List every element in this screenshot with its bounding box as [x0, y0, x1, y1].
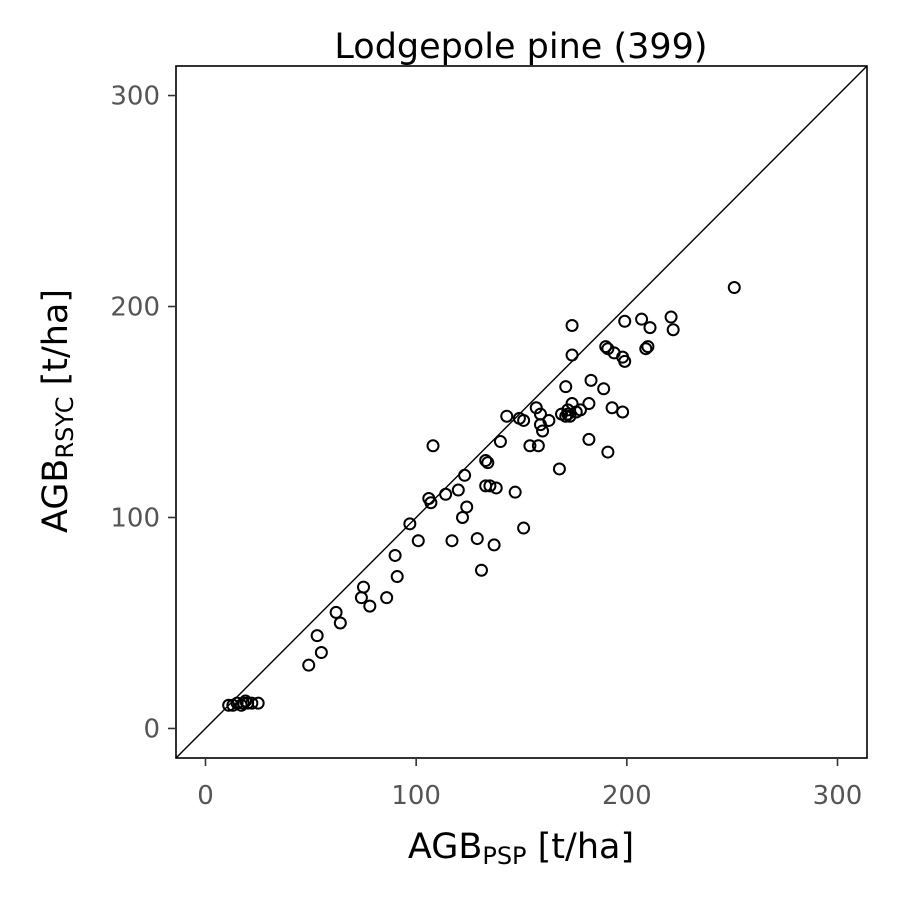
data-point: [618, 314, 632, 328]
data-point: [639, 342, 653, 356]
y-tick-label: 200: [110, 293, 160, 323]
data-point: [635, 312, 649, 326]
data-point: [493, 435, 507, 449]
y-tick-label: 300: [110, 82, 160, 112]
data-point: [531, 439, 545, 453]
chart-title: Lodgepole pine (399): [334, 27, 707, 67]
identity-line: [175, 65, 868, 759]
data-point: [597, 382, 611, 396]
data-point: [390, 570, 404, 584]
data-point: [582, 397, 596, 411]
data-point: [236, 696, 250, 710]
data-point: [314, 646, 328, 660]
data-point: [239, 694, 253, 708]
data-point: [479, 454, 493, 468]
data-point: [508, 485, 522, 499]
x-tick-label: 0: [197, 781, 214, 811]
data-point: [573, 403, 587, 417]
data-point: [380, 591, 394, 605]
data-point: [605, 401, 619, 415]
data-point: [533, 407, 547, 421]
data-point: [584, 373, 598, 387]
data-point: [727, 281, 741, 295]
data-point: [599, 340, 613, 354]
y-axis-label: AGBRSYC [t/ha]: [36, 289, 79, 533]
data-point: [666, 323, 680, 337]
axis-ticks: 0 100 200 300 0 100 200 300: [110, 82, 862, 811]
data-point: [481, 456, 495, 470]
data-point: [363, 599, 377, 613]
data-point: [582, 432, 596, 446]
y-tick-label: 100: [110, 503, 160, 533]
data-point: [536, 424, 550, 438]
data-point: [439, 487, 453, 501]
data-point: [500, 409, 514, 423]
data-point: [458, 468, 472, 482]
data-point: [559, 380, 573, 394]
data-point: [487, 538, 501, 552]
data-point: [601, 445, 615, 459]
data-point: [489, 481, 503, 495]
data-point: [664, 310, 678, 324]
data-point: [523, 439, 537, 453]
data-point: [643, 321, 657, 335]
data-point: [456, 510, 470, 524]
x-tick-label: 300: [813, 781, 863, 811]
data-point: [222, 698, 236, 712]
data-point: [460, 500, 474, 514]
data-point: [329, 605, 343, 619]
x-tick-label: 200: [602, 781, 652, 811]
data-point: [483, 479, 497, 493]
data-point: [565, 348, 579, 362]
data-point: [618, 354, 632, 368]
plot-frame: [175, 65, 868, 759]
data-point: [542, 413, 556, 427]
data-point: [245, 696, 259, 710]
data-point: [251, 696, 265, 710]
data-point: [517, 521, 531, 535]
data-point: [411, 534, 425, 548]
data-point: [302, 658, 316, 672]
data-point: [333, 616, 347, 630]
x-tick-label: 100: [391, 781, 441, 811]
data-point: [426, 439, 440, 453]
data-point: [356, 580, 370, 594]
data-point: [470, 532, 484, 546]
data-point: [565, 319, 579, 332]
data-point: [552, 462, 566, 476]
data-point: [561, 407, 575, 421]
data-point: [445, 534, 459, 548]
data-point: [424, 496, 438, 510]
data-point: [451, 483, 465, 497]
data-point: [641, 340, 655, 354]
x-axis-label: AGBPSP [t/ha]: [408, 827, 634, 870]
data-point: [517, 413, 531, 427]
data-point: [403, 517, 417, 531]
data-point: [310, 629, 324, 643]
plot-area: [175, 65, 868, 759]
data-point: [474, 563, 488, 577]
data-point: [616, 405, 630, 419]
data-point: [559, 409, 573, 423]
data-point: [388, 548, 402, 562]
y-tick-label: 0: [143, 714, 160, 744]
